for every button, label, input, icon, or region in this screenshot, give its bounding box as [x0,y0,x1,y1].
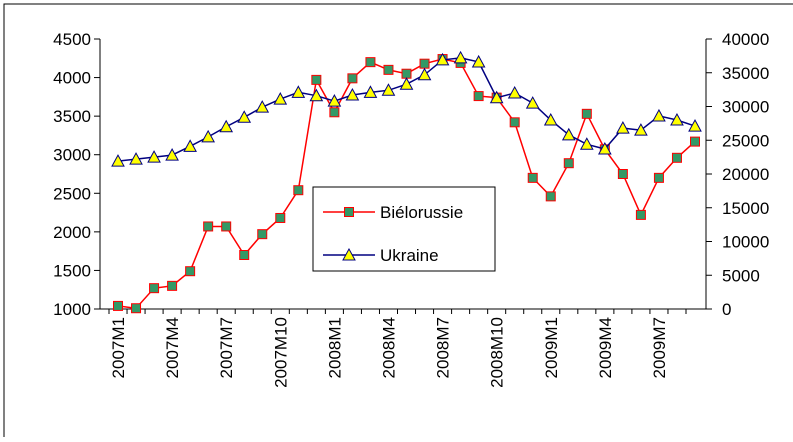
point [635,209,646,220]
point [399,77,414,90]
x-tick-label: 2007M7 [217,317,236,378]
x-tick-label: 2007M1 [109,317,128,378]
point [563,158,574,169]
y2-tick-label: 5000 [722,266,760,285]
point [401,68,412,79]
point [489,90,504,104]
y2-tick-label: 20000 [722,165,769,184]
x-tick-label: 2009M4 [596,317,615,378]
point [219,119,234,133]
point [527,172,538,183]
point [291,85,306,98]
point [147,150,161,163]
point [113,300,123,311]
point [381,83,396,96]
point [509,117,520,128]
point [255,100,270,113]
point [581,108,592,119]
x-tick-label: 2008M4 [379,317,398,378]
point [293,185,304,196]
y-tick-label: 4500 [53,30,91,49]
x-tick-label: 2008M7 [434,317,453,378]
point [435,52,450,66]
point [167,280,178,291]
point [185,266,196,277]
point [363,85,378,98]
point [453,50,468,64]
legend-label: Ukraine [380,246,439,265]
point [203,221,214,232]
point [131,303,142,314]
point [165,148,179,161]
point [543,112,558,126]
point [111,154,125,167]
x-tick-label: 2008M10 [488,317,507,388]
point [471,54,486,68]
y2-tick-label: 40000 [722,30,769,49]
point [670,112,684,126]
point [617,169,628,179]
point [275,212,286,223]
point [525,96,540,109]
point [507,85,522,99]
y2-tick-label: 25000 [722,131,769,150]
point [239,250,250,260]
point [309,88,324,102]
point [311,74,322,85]
y2-tick-label: 30000 [722,98,769,117]
point [690,136,700,147]
y-tick-label: 1000 [53,300,91,319]
legend-marker [344,207,354,217]
point [257,229,268,240]
point [329,107,340,118]
point [129,152,143,165]
point [417,67,432,81]
point [671,152,682,163]
point [221,221,232,232]
legend-label: Biélorussie [380,203,463,222]
point [273,92,288,105]
point [365,57,376,68]
x-tick-label: 2009M7 [650,317,669,378]
y-tick-label: 3000 [53,146,91,165]
point [345,87,360,101]
point [579,137,594,150]
y2-tick-label: 0 [722,300,731,319]
point [652,108,666,122]
legend-box [312,186,496,272]
y-tick-label: 1500 [53,261,91,280]
point [561,127,576,141]
y-tick-label: 2000 [53,223,91,242]
point [473,91,484,102]
x-tick-label: 2007M10 [271,317,290,388]
point [616,121,630,134]
point [383,64,394,75]
point [149,283,160,294]
legend-marker [342,247,356,261]
point [545,191,556,202]
point [419,58,430,69]
y-tick-label: 3500 [53,107,91,126]
y2-tick-label: 35000 [722,64,769,83]
point [598,141,612,155]
point [688,119,702,132]
y-tick-label: 2500 [53,184,91,203]
point [653,172,664,183]
point [327,94,342,107]
point [347,73,358,84]
point [201,129,215,143]
x-tick-label: 2008M1 [325,317,344,378]
x-tick-label: 2009M1 [542,317,561,378]
point [237,110,252,123]
y2-tick-label: 10000 [722,233,769,252]
point [183,139,197,152]
x-tick-label: 2007M4 [163,317,182,378]
y-tick-label: 4000 [53,69,91,88]
y2-tick-label: 15000 [722,199,769,218]
point [634,123,648,136]
